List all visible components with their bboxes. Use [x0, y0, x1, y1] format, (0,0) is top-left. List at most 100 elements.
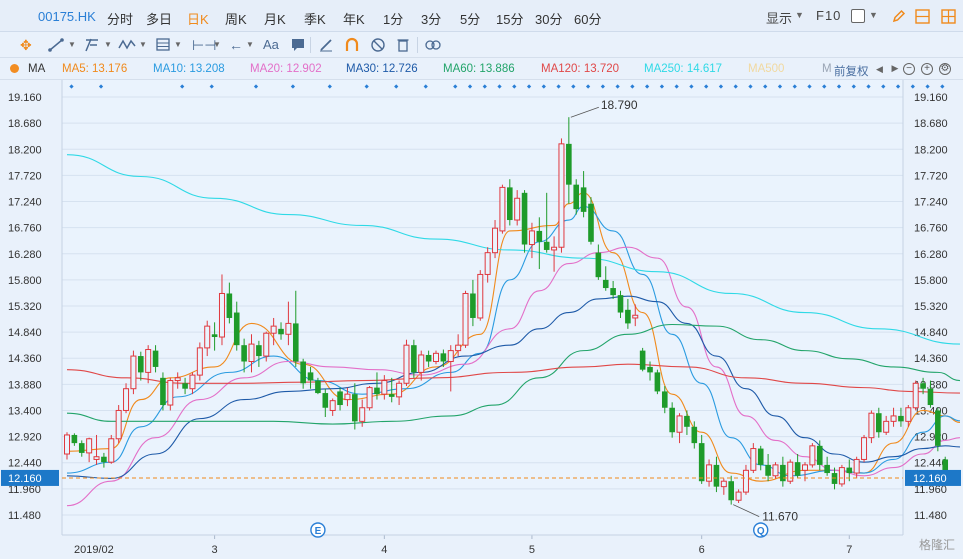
text-tool-icon[interactable]: Aa: [263, 37, 279, 52]
period-multiday[interactable]: 多日: [146, 12, 173, 27]
candle-body-up[interactable]: [403, 344, 410, 384]
candle-body-up[interactable]: [772, 464, 779, 477]
candle-body-down[interactable]: [411, 345, 417, 373]
candle-body-up[interactable]: [285, 322, 292, 335]
candle-body-down[interactable]: [728, 481, 734, 501]
trash-icon[interactable]: [395, 36, 411, 54]
candle-body-down[interactable]: [757, 448, 764, 465]
candle-body-down[interactable]: [71, 434, 78, 444]
candle-body-up[interactable]: [218, 292, 225, 338]
candlestick-chart[interactable]: 19.160 19.160 18.680 18.680 18.200 18.200 17.7…: [0, 80, 963, 559]
display-menu[interactable]: 显示: [766, 11, 793, 26]
event-marker-e[interactable]: [310, 522, 326, 538]
candle-body-up[interactable]: [174, 377, 181, 382]
candle-body-up[interactable]: [632, 314, 639, 319]
hide-drawings-icon[interactable]: [370, 36, 386, 54]
period-quarterly-k[interactable]: 季K: [304, 12, 326, 27]
candle-body-up[interactable]: [802, 464, 808, 471]
zoom-out-icon[interactable]: −: [903, 63, 915, 75]
candle-body-up[interactable]: [514, 197, 521, 221]
candle-body-up[interactable]: [418, 354, 425, 373]
candle-body-down[interactable]: [566, 143, 572, 185]
candle-body-up[interactable]: [196, 347, 203, 376]
candle-body-up[interactable]: [720, 480, 727, 488]
candle-body-down[interactable]: [374, 387, 380, 395]
candle-body-down[interactable]: [602, 279, 609, 289]
candle-body-up[interactable]: [64, 434, 70, 455]
candle-body-up[interactable]: [676, 415, 683, 433]
candle-body-down[interactable]: [846, 467, 853, 474]
candle-body-up[interactable]: [86, 438, 93, 454]
candle-body-down[interactable]: [241, 345, 247, 362]
candle-body-up[interactable]: [558, 143, 565, 248]
candle-body-down[interactable]: [617, 295, 624, 313]
chevron-right-icon[interactable]: ▶: [891, 63, 899, 73]
candle-body-up[interactable]: [868, 412, 875, 439]
period-15min[interactable]: 15分: [496, 12, 524, 27]
wave-tool-icon[interactable]: [118, 36, 136, 54]
candle-body-down[interactable]: [794, 462, 801, 476]
candle-body-up[interactable]: [735, 491, 742, 501]
candle-body-down[interactable]: [278, 328, 284, 335]
candle-body-down[interactable]: [824, 464, 830, 474]
link-icon[interactable]: [424, 36, 442, 54]
ticker-symbol[interactable]: 00175.HK: [38, 9, 96, 24]
candle-body-up[interactable]: [838, 467, 845, 485]
candle-body-up[interactable]: [123, 388, 130, 411]
period-yearly-k[interactable]: 年K: [343, 12, 365, 27]
candle-body-up[interactable]: [750, 448, 757, 471]
candle-body-down[interactable]: [440, 353, 447, 362]
candle-body-down[interactable]: [647, 366, 653, 373]
candle-body-up[interactable]: [528, 230, 535, 246]
candle-body-down[interactable]: [300, 361, 306, 384]
ma-settings-icon[interactable]: [10, 64, 19, 73]
eraser-icon[interactable]: [318, 36, 334, 54]
candle-body-up[interactable]: [861, 437, 868, 460]
checkbox-icon[interactable]: [851, 9, 865, 23]
candle-body-down[interactable]: [691, 426, 698, 444]
candle-body-down[interactable]: [713, 464, 720, 487]
candle-body-down[interactable]: [876, 413, 882, 433]
candle-body-up[interactable]: [883, 420, 890, 433]
candle-body-down[interactable]: [595, 252, 602, 278]
layout-icon[interactable]: [915, 9, 930, 24]
candle-body-up[interactable]: [706, 464, 713, 482]
candle-body-down[interactable]: [625, 309, 631, 324]
candle-body-up[interactable]: [366, 387, 373, 409]
candle-body-up[interactable]: [551, 246, 558, 251]
period-3min[interactable]: 3分: [421, 12, 442, 27]
period-daily-k[interactable]: 日K: [187, 12, 209, 27]
candle-body-up[interactable]: [912, 382, 919, 409]
candle-body-down[interactable]: [698, 443, 705, 482]
candle-body-down[interactable]: [920, 383, 926, 389]
candle-body-down[interactable]: [831, 473, 838, 484]
candle-body-up[interactable]: [499, 186, 506, 232]
candle-body-down[interactable]: [101, 456, 107, 463]
candle-body-up[interactable]: [189, 374, 196, 390]
candle-body-up[interactable]: [329, 400, 336, 411]
candle-body-up[interactable]: [167, 380, 174, 406]
candle-body-down[interactable]: [543, 241, 550, 250]
candle-body-up[interactable]: [115, 409, 122, 440]
candle-body-down[interactable]: [765, 464, 771, 476]
candle-body-down[interactable]: [182, 383, 188, 389]
period-weekly-k[interactable]: 周K: [225, 12, 247, 27]
candle-body-down[interactable]: [573, 184, 580, 210]
candle-body-down[interactable]: [226, 293, 233, 318]
fibonacci-tool-icon[interactable]: [155, 36, 171, 54]
candle-body-down[interactable]: [780, 464, 786, 482]
candle-body-up[interactable]: [462, 292, 469, 346]
candle-body-up[interactable]: [396, 382, 403, 398]
candle-body-down[interactable]: [898, 415, 904, 422]
period-1min[interactable]: 1分: [383, 12, 404, 27]
settings-icon[interactable]: ⚙: [939, 63, 951, 75]
candle-body-up[interactable]: [455, 344, 462, 352]
candle-body-down[interactable]: [507, 187, 513, 221]
candle-body-down[interactable]: [425, 354, 432, 362]
candle-body-down[interactable]: [470, 293, 476, 318]
candle-body-down[interactable]: [256, 345, 262, 357]
candle-body-up[interactable]: [477, 273, 484, 319]
candle-body-down[interactable]: [654, 372, 661, 392]
candle-body-up[interactable]: [270, 325, 277, 334]
candle-body-up[interactable]: [787, 461, 794, 482]
